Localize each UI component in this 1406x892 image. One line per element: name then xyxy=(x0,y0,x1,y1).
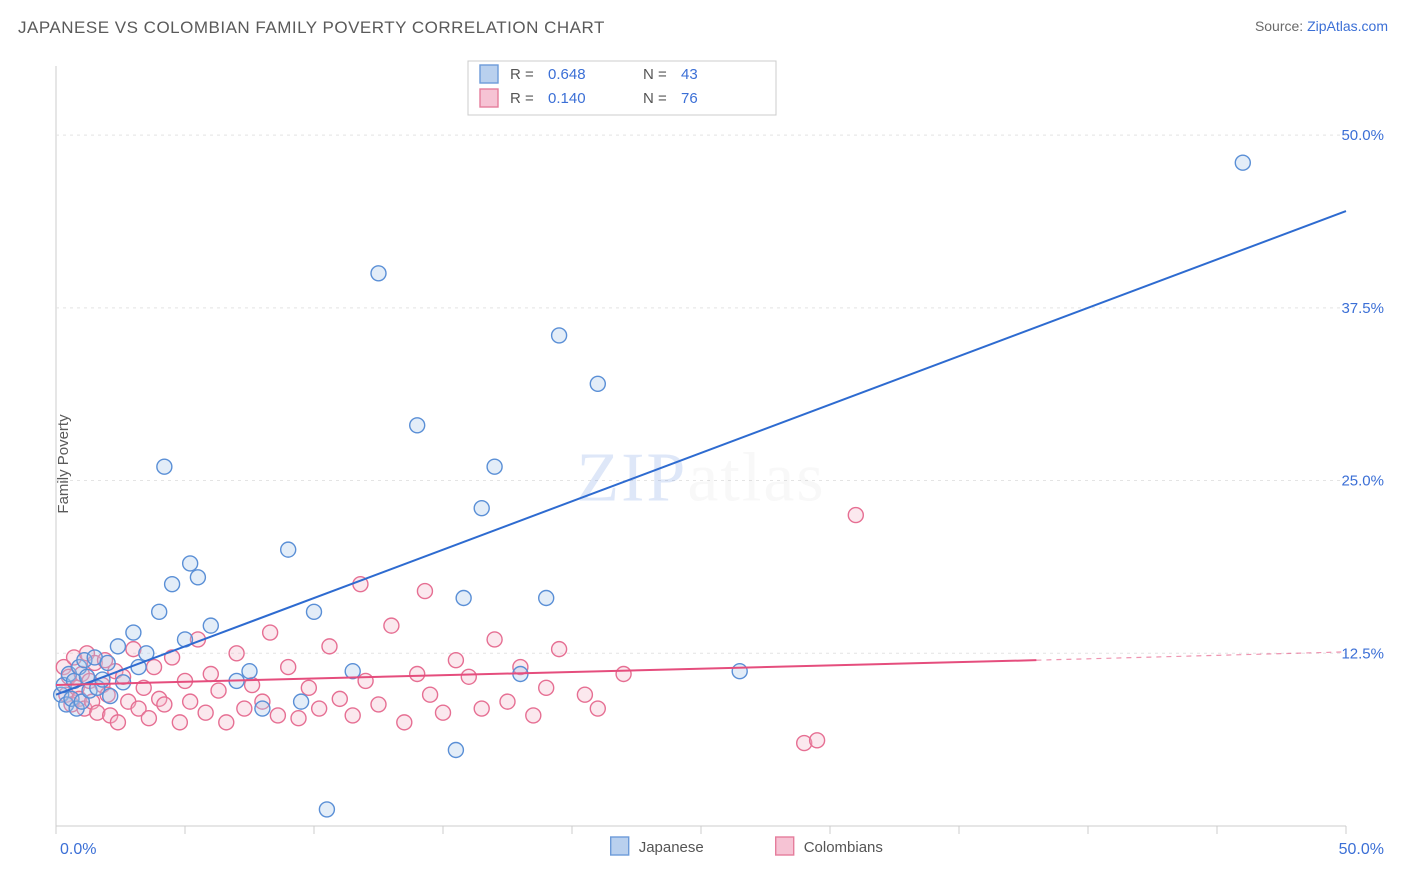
data-point xyxy=(312,701,327,716)
data-point xyxy=(1235,155,1250,170)
data-point xyxy=(397,715,412,730)
watermark: ZIPatlas xyxy=(576,440,825,517)
y-gridline-label: 50.0% xyxy=(1341,127,1384,144)
data-point xyxy=(848,508,863,523)
data-point xyxy=(211,683,226,698)
data-point xyxy=(110,715,125,730)
data-point xyxy=(307,604,322,619)
data-point xyxy=(474,701,489,716)
data-point xyxy=(198,705,213,720)
data-point xyxy=(157,697,172,712)
y-gridline-label: 12.5% xyxy=(1341,645,1384,662)
data-point xyxy=(461,669,476,684)
data-point xyxy=(219,715,234,730)
data-point xyxy=(474,501,489,516)
data-point xyxy=(152,604,167,619)
data-point xyxy=(539,591,554,606)
data-point xyxy=(172,715,187,730)
data-point xyxy=(190,570,205,585)
data-point xyxy=(294,694,309,709)
data-point xyxy=(384,618,399,633)
legend-n-label: N = xyxy=(643,90,667,107)
data-point xyxy=(203,618,218,633)
y-gridline-label: 25.0% xyxy=(1341,473,1384,490)
data-point xyxy=(732,664,747,679)
legend-swatch xyxy=(480,65,498,83)
legend-r-value: 0.140 xyxy=(548,90,586,107)
data-point xyxy=(487,632,502,647)
data-point xyxy=(410,418,425,433)
source-link[interactable]: ZipAtlas.com xyxy=(1307,18,1388,34)
data-point xyxy=(371,697,386,712)
data-point xyxy=(590,376,605,391)
data-point xyxy=(590,701,605,716)
data-point xyxy=(103,689,118,704)
data-point xyxy=(456,591,471,606)
data-point xyxy=(810,733,825,748)
data-point xyxy=(141,711,156,726)
data-point xyxy=(319,802,334,817)
data-point xyxy=(487,459,502,474)
data-point xyxy=(423,687,438,702)
data-point xyxy=(183,556,198,571)
data-point xyxy=(242,664,257,679)
data-point xyxy=(281,542,296,557)
data-point xyxy=(157,459,172,474)
data-point xyxy=(270,708,285,723)
data-point xyxy=(417,584,432,599)
data-point xyxy=(345,708,360,723)
data-point xyxy=(203,667,218,682)
y-gridline-label: 37.5% xyxy=(1341,300,1384,317)
data-point xyxy=(410,667,425,682)
data-point xyxy=(110,639,125,654)
footer-legend-label: Japanese xyxy=(639,839,704,856)
legend-n-value: 43 xyxy=(681,66,698,83)
data-point xyxy=(291,711,306,726)
data-point xyxy=(332,691,347,706)
data-point xyxy=(126,625,141,640)
scatter-chart: 12.5% 25.0% 37.5% 50.0% ZIPatlas 0.0% 50.0% R =… xyxy=(48,58,1388,870)
legend-swatch xyxy=(480,89,498,107)
data-point xyxy=(165,577,180,592)
legend-n-label: N = xyxy=(643,66,667,83)
data-point xyxy=(552,328,567,343)
data-point xyxy=(616,667,631,682)
trend-line xyxy=(56,211,1346,695)
x-axis-max-label: 50.0% xyxy=(1339,841,1384,858)
data-point xyxy=(526,708,541,723)
legend-r-label: R = xyxy=(510,90,534,107)
data-point xyxy=(371,266,386,281)
data-point xyxy=(448,743,463,758)
data-point xyxy=(263,625,278,640)
data-point xyxy=(229,646,244,661)
source-prefix: Source: xyxy=(1255,18,1307,34)
footer-legend-swatch xyxy=(611,837,629,855)
legend-n-value: 76 xyxy=(681,90,698,107)
chart-container: Family Poverty 12.5% 25.0% 37.5% 50.0% ZIPat… xyxy=(48,58,1388,870)
data-point xyxy=(358,673,373,688)
y-axis-label: Family Poverty xyxy=(55,414,72,513)
data-point xyxy=(281,660,296,675)
data-point xyxy=(552,642,567,657)
x-axis-min-label: 0.0% xyxy=(60,841,96,858)
footer-legend-label: Colombians xyxy=(804,839,883,856)
data-point xyxy=(255,701,270,716)
data-point xyxy=(448,653,463,668)
legend-r-label: R = xyxy=(510,66,534,83)
chart-title: JAPANESE VS COLOMBIAN FAMILY POVERTY COR… xyxy=(18,18,605,37)
data-point xyxy=(100,655,115,670)
data-point xyxy=(577,687,592,702)
data-point xyxy=(322,639,337,654)
footer-legend-swatch xyxy=(776,837,794,855)
source-attribution: Source: ZipAtlas.com xyxy=(1255,18,1388,34)
data-point xyxy=(237,701,252,716)
data-point xyxy=(147,660,162,675)
data-point xyxy=(301,680,316,695)
data-point xyxy=(539,680,554,695)
data-point xyxy=(500,694,515,709)
data-point xyxy=(183,694,198,709)
data-point xyxy=(436,705,451,720)
legend-r-value: 0.648 xyxy=(548,66,586,83)
